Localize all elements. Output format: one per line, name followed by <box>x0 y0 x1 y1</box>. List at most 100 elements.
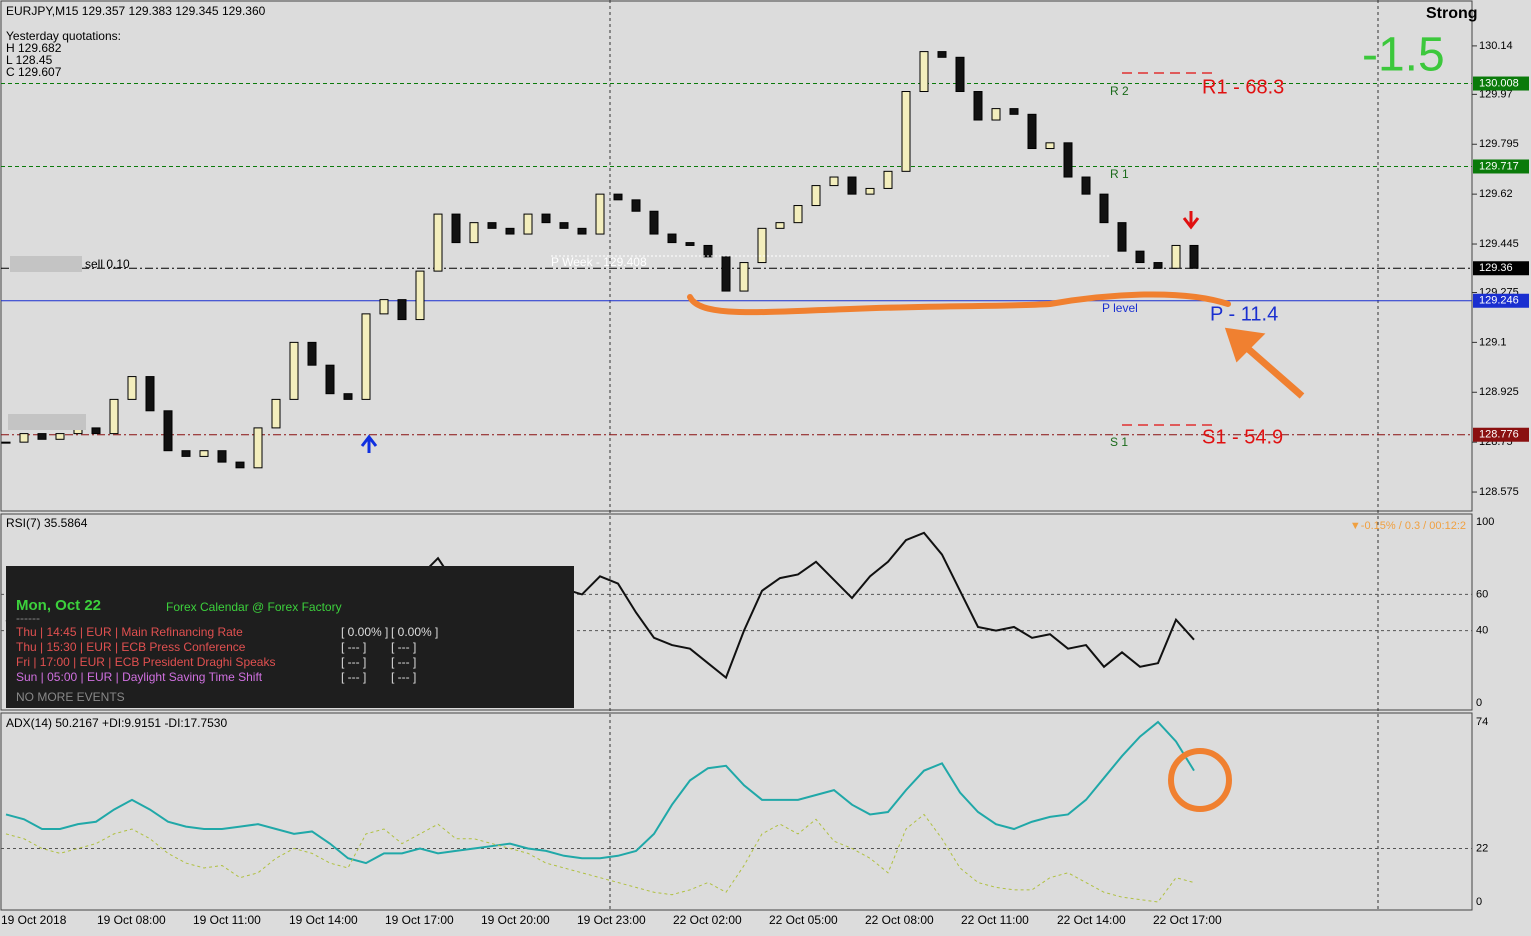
x-tick-label: 19 Oct 20:00 <box>481 913 550 927</box>
candle <box>361 313 371 400</box>
candle <box>775 222 785 229</box>
y-tick-label: 74 <box>1476 716 1488 728</box>
y-tick-label: 22 <box>1476 842 1488 854</box>
candle <box>955 56 965 93</box>
candle <box>847 176 857 195</box>
candle <box>37 433 47 440</box>
x-tick-label: 22 Oct 17:00 <box>1153 913 1222 927</box>
previous: [ --- ] <box>391 640 416 654</box>
candle <box>109 398 119 435</box>
candle <box>919 51 929 93</box>
level-label: 130.008 <box>1479 77 1519 89</box>
y-tick-label: 0 <box>1476 697 1482 709</box>
candle <box>577 227 587 235</box>
candle <box>199 450 209 457</box>
candle <box>685 242 695 246</box>
candle <box>415 270 425 321</box>
indicator-line <box>5 720 1195 865</box>
forecast: [ --- ] <box>341 640 366 654</box>
candle <box>91 427 101 435</box>
event: Thu | 15:30 | EUR | ECB Press Conference <box>16 640 246 654</box>
symbol: EURJPY,M15 129.357 129.383 129.345 129.3… <box>6 4 266 18</box>
candle <box>343 393 353 400</box>
p-note: P - 11.4 <box>1210 303 1278 325</box>
calendar-panel <box>6 566 574 708</box>
x-tick-label: 19 Oct 23:00 <box>577 913 646 927</box>
candle <box>433 213 443 272</box>
candle <box>667 233 677 244</box>
candle <box>55 433 65 440</box>
di-line <box>5 813 1195 903</box>
y-tick-label: 129.445 <box>1479 238 1519 250</box>
low: L 128.45 <box>6 53 53 67</box>
candle <box>19 433 29 443</box>
x-tick-label: 22 Oct 11:00 <box>961 913 1029 927</box>
candle <box>523 213 533 235</box>
event: Fri | 17:00 | EUR | ECB President Draghi… <box>16 655 275 669</box>
previous: [ 0.00% ] <box>391 625 438 639</box>
candle <box>145 376 155 412</box>
order-box <box>8 414 86 430</box>
level-tag <box>1473 76 1529 91</box>
y-tick-label: 40 <box>1476 625 1488 637</box>
y-tick-label: 60 <box>1476 588 1488 600</box>
candle <box>1081 176 1091 195</box>
candle <box>379 299 389 315</box>
price-panel <box>0 0 1473 512</box>
y-tick-label: 129.62 <box>1479 188 1513 200</box>
candle <box>829 176 839 187</box>
week-pivot: P Week - 129.408 <box>551 255 647 269</box>
level-label: 128.776 <box>1479 429 1519 441</box>
candle <box>1153 262 1163 269</box>
y-tick-label: 129.97 <box>1479 88 1513 100</box>
annotation-circle <box>1168 748 1232 812</box>
candle <box>1189 244 1199 269</box>
candle <box>469 222 479 244</box>
adx-panel <box>0 712 1473 911</box>
candle <box>1117 222 1127 252</box>
candle <box>937 51 947 58</box>
y-tick-label: 0 <box>1476 896 1482 908</box>
x-tick-label: 22 Oct 05:00 <box>769 913 838 927</box>
candle <box>451 213 461 244</box>
candle <box>1171 244 1181 269</box>
candle <box>865 187 875 195</box>
calendar-rows: Thu | 14:45 | EUR | Main Refinancing Rat… <box>16 625 438 684</box>
candle <box>559 222 569 229</box>
candle <box>181 450 191 457</box>
candle <box>703 244 713 258</box>
forecast: [ --- ] <box>341 655 366 669</box>
r1-note: R1 - 68.3 <box>1202 76 1284 98</box>
previous: [ --- ] <box>391 655 416 669</box>
candle <box>253 427 263 469</box>
event: Thu | 14:45 | EUR | Main Refinancing Rat… <box>16 625 243 639</box>
p-tag: P level <box>1102 301 1138 315</box>
calendar-date: Mon, Oct 22 <box>16 597 101 614</box>
level-tag <box>1473 293 1529 308</box>
candle <box>811 185 821 207</box>
level-tag <box>1473 159 1529 174</box>
x-tick-label: 19 Oct 11:00 <box>193 913 261 927</box>
candle <box>991 108 1001 121</box>
candle <box>1063 142 1073 178</box>
order-box <box>10 256 82 272</box>
s1-note: S1 - 54.9 <box>1202 426 1283 448</box>
candle <box>1027 113 1037 150</box>
calendar-divider: ------ <box>16 611 40 625</box>
x-tick-label: 19 Oct 2018 <box>1 913 67 927</box>
level-tag <box>1473 427 1529 442</box>
candle <box>1009 108 1019 115</box>
buy-arrow <box>360 434 378 453</box>
calendar-source: Forex Calendar @ Forex Factory <box>166 600 342 614</box>
candle <box>127 376 137 400</box>
candle <box>1099 193 1109 224</box>
candle <box>613 193 623 201</box>
candle <box>1135 250 1145 264</box>
candle <box>793 205 803 224</box>
calendar-footer: NO MORE EVENTS <box>16 690 125 704</box>
candle <box>163 410 173 452</box>
x-tick-label: 22 Oct 02:00 <box>673 913 742 927</box>
